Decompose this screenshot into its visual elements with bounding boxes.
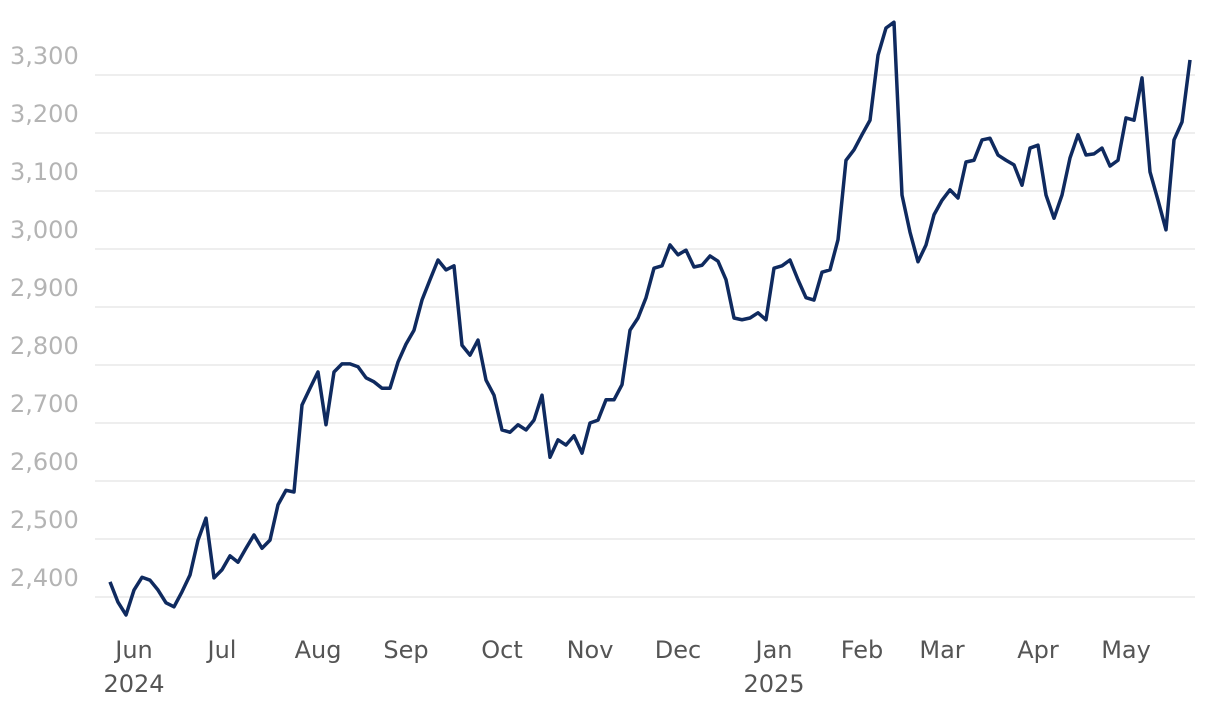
y-tick-label: 3,100 xyxy=(10,158,79,186)
x-tick-label: Jan 2025 xyxy=(743,636,804,698)
y-tick-label: 2,900 xyxy=(10,274,79,302)
x-tick-label: Nov xyxy=(567,636,614,664)
x-tick-label: Sep xyxy=(383,636,428,664)
y-tick-label: 3,000 xyxy=(10,216,79,244)
y-tick-label: 2,700 xyxy=(10,390,79,418)
x-tick-label: Apr xyxy=(1017,636,1059,664)
y-tick-label: 2,600 xyxy=(10,448,79,476)
y-tick-label: 2,400 xyxy=(10,564,79,592)
price-line xyxy=(108,20,1192,617)
y-tick-label: 2,500 xyxy=(10,506,79,534)
y-tick-label: 3,200 xyxy=(10,100,79,128)
y-tick-label: 3,300 xyxy=(10,42,79,70)
x-tick-label: Oct xyxy=(481,636,523,664)
y-tick-label: 2,800 xyxy=(10,332,79,360)
x-tick-label: Jun 2024 xyxy=(103,636,164,698)
x-tick-label: Dec xyxy=(655,636,701,664)
x-tick-label: Feb xyxy=(841,636,884,664)
x-tick-label: May xyxy=(1101,636,1151,664)
x-tick-label: Aug xyxy=(295,636,342,664)
x-tick-label: Jul xyxy=(206,636,237,664)
x-tick-label: Mar xyxy=(919,636,964,664)
